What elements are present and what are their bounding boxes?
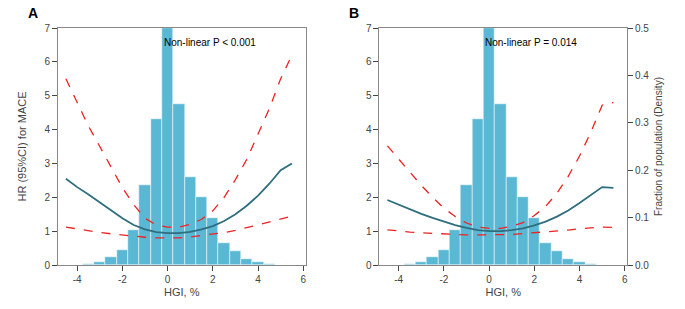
svg-text:0: 0: [366, 260, 372, 271]
svg-text:0.0: 0.0: [635, 260, 649, 271]
svg-text:7: 7: [366, 23, 372, 34]
svg-text:3: 3: [44, 158, 50, 169]
svg-text:6: 6: [366, 56, 372, 67]
svg-text:A: A: [28, 5, 38, 21]
svg-text:-4: -4: [73, 274, 82, 285]
svg-text:5: 5: [366, 90, 372, 101]
svg-text:-2: -2: [118, 274, 127, 285]
svg-text:3: 3: [366, 158, 372, 169]
svg-text:4: 4: [255, 274, 261, 285]
svg-text:Non-linear P = 0.014: Non-linear P = 0.014: [485, 37, 577, 48]
svg-text:-2: -2: [439, 274, 448, 285]
svg-text:HGI, %: HGI, %: [486, 286, 522, 298]
svg-text:0.1: 0.1: [635, 212, 649, 223]
svg-text:2: 2: [44, 192, 50, 203]
svg-text:HGI, %: HGI, %: [164, 286, 200, 298]
svg-text:0.2: 0.2: [635, 165, 649, 176]
svg-text:Non-linear P < 0.001: Non-linear P < 0.001: [164, 37, 256, 48]
svg-text:0: 0: [486, 274, 492, 285]
svg-text:4: 4: [44, 124, 50, 135]
svg-text:0.3: 0.3: [635, 117, 649, 128]
svg-text:6: 6: [300, 274, 306, 285]
svg-text:7: 7: [44, 23, 50, 34]
svg-text:6: 6: [44, 56, 50, 67]
svg-text:0.5: 0.5: [635, 23, 649, 34]
svg-text:B: B: [349, 5, 359, 21]
svg-text:0: 0: [165, 274, 171, 285]
svg-text:0.4: 0.4: [635, 70, 649, 81]
svg-text:6: 6: [622, 274, 628, 285]
svg-text:5: 5: [44, 90, 50, 101]
svg-text:2: 2: [532, 274, 538, 285]
svg-text:4: 4: [366, 124, 372, 135]
svg-text:-4: -4: [394, 274, 403, 285]
svg-text:Fraction of population (Densit: Fraction of population (Density): [653, 77, 664, 216]
svg-text:2: 2: [366, 192, 372, 203]
svg-text:0: 0: [44, 260, 50, 271]
svg-text:4: 4: [577, 274, 583, 285]
svg-text:2: 2: [210, 274, 216, 285]
svg-text:1: 1: [366, 226, 372, 237]
svg-text:HR (95%CI) for MACE: HR (95%CI) for MACE: [16, 91, 28, 201]
svg-text:1: 1: [44, 226, 50, 237]
